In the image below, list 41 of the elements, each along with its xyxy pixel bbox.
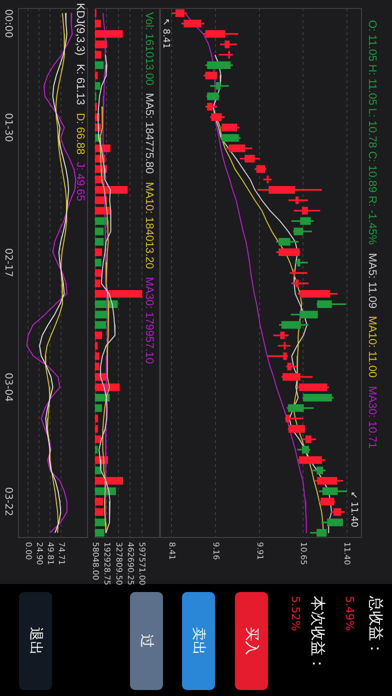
text: J: 49.65 bbox=[74, 162, 86, 202]
text: 5.49% bbox=[343, 596, 356, 631]
text: MA30: 10.71 bbox=[366, 386, 378, 448]
y-tick-label: 03-22 bbox=[2, 487, 14, 516]
text: 本次收益： bbox=[308, 596, 327, 671]
text: MA10: 184013.20 bbox=[143, 182, 155, 269]
x-tick-label: 8.41 bbox=[168, 542, 177, 560]
annotation: ↙ 11.40 bbox=[348, 491, 358, 528]
y-tick-label: 00:00 bbox=[2, 9, 14, 38]
text: K: 61.13 bbox=[74, 64, 86, 105]
text: MA5: 11.09 bbox=[366, 252, 378, 308]
x-tick-label: 597571.00 bbox=[138, 542, 147, 586]
x-tick-label: 10.65 bbox=[298, 542, 308, 565]
x-tick-label: 74.71 bbox=[56, 542, 66, 565]
x-tick-label: 192928.75 bbox=[102, 542, 112, 586]
text: 买入 bbox=[242, 627, 260, 655]
text: O: 11.05 H: 11.05 L: 10.78 C: 10.89 R: -1.45% bbox=[366, 20, 378, 245]
annotation: ↖ 8.41 bbox=[160, 18, 170, 49]
text: 总收益： bbox=[366, 596, 385, 656]
annotation: KDJ(9,3,3) bbox=[74, 3, 86, 56]
y-tick-label: 01-30 bbox=[2, 112, 14, 142]
text: 卖出 bbox=[190, 627, 208, 655]
text: 过 bbox=[138, 634, 156, 648]
text: MA5: 184775.80 bbox=[143, 93, 155, 174]
annotation: Vol: 161013.00 bbox=[143, 12, 155, 86]
x-tick-label: 327809.50 bbox=[114, 542, 124, 586]
text: 5.52% bbox=[289, 596, 302, 631]
x-tick-label: 58048.00 bbox=[90, 542, 100, 580]
text: MA10: 11.00 bbox=[366, 316, 378, 378]
x-tick-label: 0.00 bbox=[24, 542, 34, 560]
text: D: 66.88 bbox=[74, 112, 86, 154]
y-tick-label: 02-17 bbox=[2, 248, 14, 278]
text: MA30: 179957.10 bbox=[143, 277, 155, 364]
x-tick-label: 24.90 bbox=[35, 542, 44, 565]
x-tick-label: 11.40 bbox=[342, 542, 352, 565]
x-tick-label: 9.91 bbox=[255, 542, 264, 560]
text: 退出 bbox=[26, 627, 44, 655]
y-tick-label: 03-04 bbox=[2, 372, 14, 402]
x-tick-label: 9.16 bbox=[212, 542, 221, 560]
x-tick-label: 462690.25 bbox=[126, 542, 135, 586]
x-tick-label: 49.81 bbox=[46, 542, 55, 565]
